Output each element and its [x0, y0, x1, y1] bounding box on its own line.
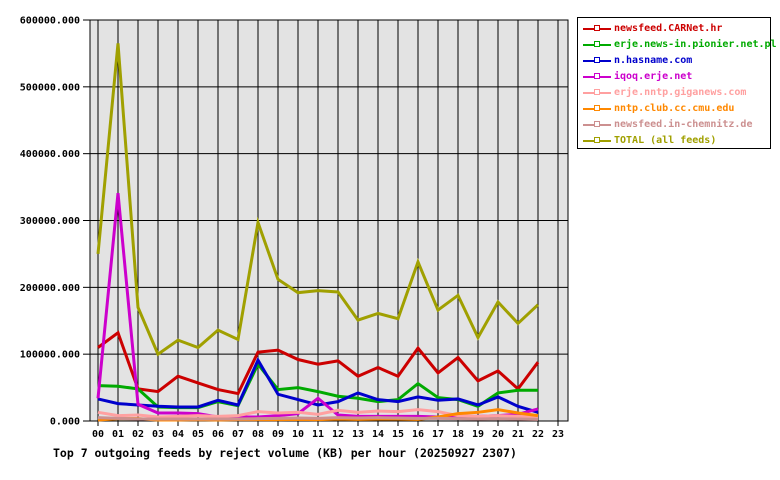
series-line-newsfeed-in-chemnitz-de: [97, 416, 539, 421]
legend-label: TOTAL (all feeds): [614, 134, 717, 146]
legend-line-sample: [583, 136, 611, 145]
x-tick-label: 21: [512, 429, 524, 440]
x-tick-label: 04: [172, 429, 184, 440]
legend-item-newsfeed-in-chemnitz-de: newsfeed.in-chemnitz.de: [583, 116, 770, 132]
x-tick-label: 01: [112, 429, 124, 440]
x-tick-label: 20: [492, 429, 504, 440]
legend-item-erje-nntp-giganews-com: erje.nntp.giganews.com: [583, 84, 770, 100]
y-tick-label: 400000.000: [20, 149, 80, 160]
legend-label: erje.nntp.giganews.com: [614, 86, 747, 98]
legend-item-total-all-feeds: TOTAL (all feeds): [583, 132, 770, 148]
x-tick-label: 07: [232, 429, 244, 440]
x-tick-label: 02: [132, 429, 144, 440]
legend-line-sample: [583, 88, 611, 97]
y-tick-label: 600000.000: [20, 16, 80, 27]
legend-label: newsfeed.CARNet.hr: [614, 22, 723, 34]
y-tick-label: 300000.000: [20, 216, 80, 227]
x-tick-label: 03: [152, 429, 164, 440]
series-line-erje-nntp-giganews-com: [97, 408, 539, 419]
series-line-newsfeed-carnet-hr: [97, 330, 540, 396]
series-line-n-hasname-com: [97, 356, 539, 414]
legend-label: newsfeed.in-chemnitz.de: [614, 118, 753, 130]
legend-item-newsfeed-carnet-hr: newsfeed.CARNet.hr: [583, 20, 770, 36]
legend-label: iqoq.erje.net: [614, 70, 693, 82]
x-tick-label: 06: [212, 429, 224, 440]
x-tick-label: 22: [532, 429, 544, 440]
x-tick-label: 13: [352, 429, 364, 440]
chart-title: Top 7 outgoing feeds by reject volume (K…: [53, 446, 517, 460]
x-tick-label: 23: [552, 429, 564, 440]
x-tick-label: 19: [472, 429, 484, 440]
y-tick-label: 200000.000: [20, 283, 80, 294]
x-tick-label: 15: [392, 429, 404, 440]
x-tick-label: 17: [432, 429, 444, 440]
legend-item-n-hasname-com: n.hasname.com: [583, 52, 770, 68]
legend-line-sample: [583, 40, 611, 49]
plot-border: [89, 19, 569, 422]
y-tick-label: 0.000: [50, 417, 80, 428]
y-tick-label: 100000.000: [20, 350, 80, 361]
legend-item-nntp-club-cc-cmu-edu: nntp.club.cc.cmu.edu: [583, 100, 770, 116]
legend-line-sample: [583, 56, 611, 65]
series-line-total-all-feeds: [96, 43, 540, 357]
legend-line-sample: [583, 72, 611, 81]
legend: newsfeed.CARNet.hr erje.news-in.pionier.n…: [577, 17, 777, 149]
x-tick-label: 18: [452, 429, 464, 440]
x-tick-label: 08: [252, 429, 264, 440]
x-tick-label: 16: [412, 429, 424, 440]
x-tick-label: 00: [92, 429, 104, 440]
x-tick-label: 11: [312, 429, 324, 440]
x-tick-label: 10: [292, 429, 304, 440]
legend-line-sample: [583, 24, 611, 33]
legend-item-erje-news-in-pionier-net-pl: erje.news-in.pionier.net.pl: [583, 36, 777, 52]
legend-label: erje.news-in.pionier.net.pl: [614, 38, 777, 50]
x-tick-label: 14: [372, 429, 384, 440]
x-tick-label: 09: [272, 429, 284, 440]
x-tick-label: 12: [332, 429, 344, 440]
y-tick-label: 500000.000: [20, 82, 80, 93]
legend-line-sample: [583, 104, 611, 113]
legend-label: nntp.club.cc.cmu.edu: [614, 102, 735, 114]
legend-line-sample: [583, 120, 611, 129]
legend-label: n.hasname.com: [614, 54, 693, 66]
x-tick-label: 05: [192, 429, 204, 440]
legend-item-iqoq-erje-net: iqoq.erje.net: [583, 68, 770, 84]
